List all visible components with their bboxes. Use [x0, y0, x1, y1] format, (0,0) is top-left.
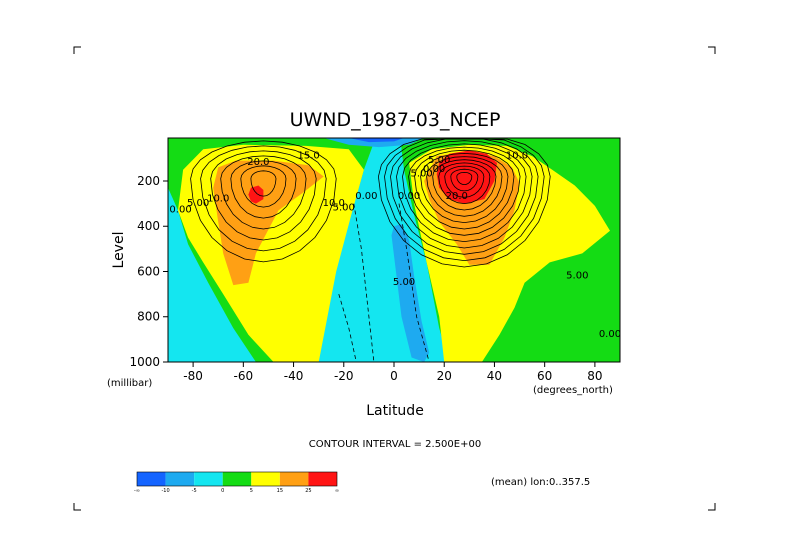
- corner-mark-top-left: [73, 46, 81, 54]
- colorbar-label: 0: [221, 488, 224, 494]
- contour-line-south: [250, 170, 277, 197]
- contour-label: 20.0: [446, 191, 468, 202]
- x-tick-label: -40: [284, 369, 304, 383]
- contour-line-south: [190, 140, 337, 263]
- contour-line-north: [384, 138, 545, 262]
- colorbar-swatch: [137, 472, 166, 486]
- contour-label: 5.00: [410, 168, 432, 179]
- y-tick-label: 200: [137, 174, 160, 188]
- contour-label: 0.00: [355, 191, 377, 202]
- contour-label: 5.00: [566, 270, 588, 281]
- chart-title: UWND_1987-03_NCEP: [290, 109, 501, 131]
- contour-label: 15.0: [297, 150, 319, 161]
- contour-label: 0.00: [599, 329, 621, 340]
- contour-label: 5.00: [393, 277, 415, 288]
- contour-line-south: [210, 150, 317, 241]
- contour-label: 5.00: [428, 155, 450, 166]
- colorbar-swatch: [308, 472, 337, 486]
- red-core-south: [248, 185, 264, 204]
- contour-line-south: [220, 155, 307, 230]
- contour-line-north: [402, 143, 527, 243]
- contour-line-north: [377, 138, 551, 268]
- x-tick-label: -60: [234, 369, 254, 383]
- colorbar-label: ∞: [335, 488, 339, 494]
- x-tick-label: -80: [183, 369, 203, 383]
- y-tick-label: 400: [137, 219, 160, 233]
- x-axis-ticks: -80 -60 -40 -20 0 20 40 60 80: [183, 362, 603, 383]
- contour-label: 5.00: [187, 198, 209, 209]
- colorbar-swatch: [194, 472, 223, 486]
- contour-line-south: [200, 145, 327, 252]
- colorbar: [136, 471, 338, 487]
- colorbar-frame: [136, 471, 338, 487]
- colorbar-swatch: [222, 472, 252, 486]
- x-axis-label: Latitude: [366, 403, 424, 419]
- contour-label: 5.00: [333, 202, 355, 213]
- corner-mark-top-right: [708, 46, 716, 54]
- contour-label: 0.00: [423, 164, 445, 175]
- y-tick-label: 600: [137, 264, 160, 278]
- contour-label: 0.00: [169, 205, 191, 216]
- colorbar-swatch: [165, 472, 195, 486]
- colorbar-label: 15: [277, 488, 283, 494]
- contour-lines: [190, 138, 551, 362]
- contour-label: 10.0: [207, 193, 229, 204]
- y-tick-label: 1000: [129, 355, 160, 369]
- contour-fills: [168, 138, 620, 362]
- contour-line-north: [438, 162, 491, 205]
- red-core-north: [436, 150, 497, 204]
- contour-line-south: [240, 165, 287, 208]
- dark-blue-strip-upper: [348, 138, 404, 143]
- colorbar-swatch: [279, 472, 309, 486]
- colorbar-labels: -∞ -10 -5 0 5 15 25 ∞: [134, 488, 339, 494]
- blue-region-equator: [391, 224, 430, 362]
- x-tick-label: 40: [487, 369, 502, 383]
- corner-mark-bottom-right: [708, 503, 716, 511]
- colorbar-label: 25: [305, 488, 311, 494]
- blue-strip-upper: [323, 138, 425, 148]
- contour-line-north: [396, 140, 533, 249]
- mean-note: (mean) lon:0..357.5: [491, 477, 590, 488]
- x-tick-label: 80: [587, 369, 602, 383]
- colorbar-label: 5: [250, 488, 253, 494]
- contour-label: 0.00: [398, 191, 420, 202]
- corner-mark-bottom-left: [73, 503, 81, 511]
- contour-line-north: [408, 146, 521, 236]
- y-axis-unit: (millibar): [107, 378, 152, 389]
- contour-line-north: [426, 156, 503, 217]
- contour-line-north: [390, 138, 539, 255]
- contour-label: 20.0: [247, 157, 269, 168]
- contour-line-north: [450, 168, 479, 192]
- y-axis-ticks: 200 400 600 800 1000: [129, 174, 168, 369]
- contour-line-north: [432, 159, 497, 211]
- x-tick-label: 60: [537, 369, 552, 383]
- contour-line-north: [456, 171, 473, 186]
- x-axis-unit: (degrees_north): [533, 385, 613, 396]
- contour-label: 10.0: [323, 198, 345, 209]
- y-axis-label: Level: [111, 232, 127, 269]
- contour-line-north: [414, 149, 515, 230]
- x-tick-label: -20: [334, 369, 354, 383]
- contour-line-negative: [338, 293, 357, 362]
- contour-label: 10.0: [506, 150, 528, 161]
- colorbar-label: -∞: [134, 488, 140, 494]
- y-tick-label: 800: [137, 310, 160, 324]
- contour-line-north: [420, 152, 509, 224]
- colorbar-label: -10: [161, 488, 169, 494]
- orange-south: [213, 160, 324, 286]
- colorbar-swatch: [251, 472, 280, 486]
- contour-line-south: [230, 160, 297, 219]
- colorbar-label: -5: [192, 488, 197, 494]
- contour-line-negative: [353, 203, 375, 362]
- corner-marks: [73, 46, 716, 511]
- contour-interval-text: CONTOUR INTERVAL = 2.500E+00: [309, 439, 481, 450]
- contour-line-north: [444, 165, 485, 198]
- x-tick-label: 0: [390, 369, 398, 383]
- x-tick-label: 20: [437, 369, 452, 383]
- contour-line-negative: [398, 203, 430, 362]
